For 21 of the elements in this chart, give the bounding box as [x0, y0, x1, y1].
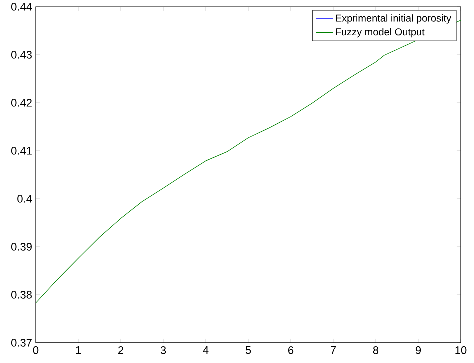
x-tick-label: 4	[203, 346, 209, 354]
y-tick-label: 0.37	[11, 339, 32, 347]
x-tick-label: 0	[33, 346, 39, 354]
x-tick-label: 1	[76, 346, 82, 354]
y-tick-label: 0.39	[11, 243, 32, 251]
y-tick-label: 0.38	[11, 291, 32, 299]
legend-label: Fuzzy model Output	[336, 28, 425, 38]
y-tick-label: 0.42	[11, 99, 32, 107]
x-tick-label: 8	[373, 346, 379, 354]
x-tick-label: 3	[160, 346, 166, 354]
y-tick-label: 0.4	[18, 195, 32, 203]
y-tick-label: 0.41	[11, 147, 32, 155]
x-tick-label: 10	[456, 346, 467, 354]
legend-label: Exprimental initial porosity	[336, 14, 452, 24]
y-tick-label: 0.44	[11, 3, 32, 11]
x-tick-label: 7	[331, 346, 336, 354]
x-tick-label: 2	[118, 346, 124, 354]
y-tick-label: 0.43	[11, 51, 32, 59]
x-tick-label: 6	[288, 346, 294, 354]
x-tick-label: 5	[246, 346, 252, 354]
x-tick-label: 9	[416, 346, 422, 354]
